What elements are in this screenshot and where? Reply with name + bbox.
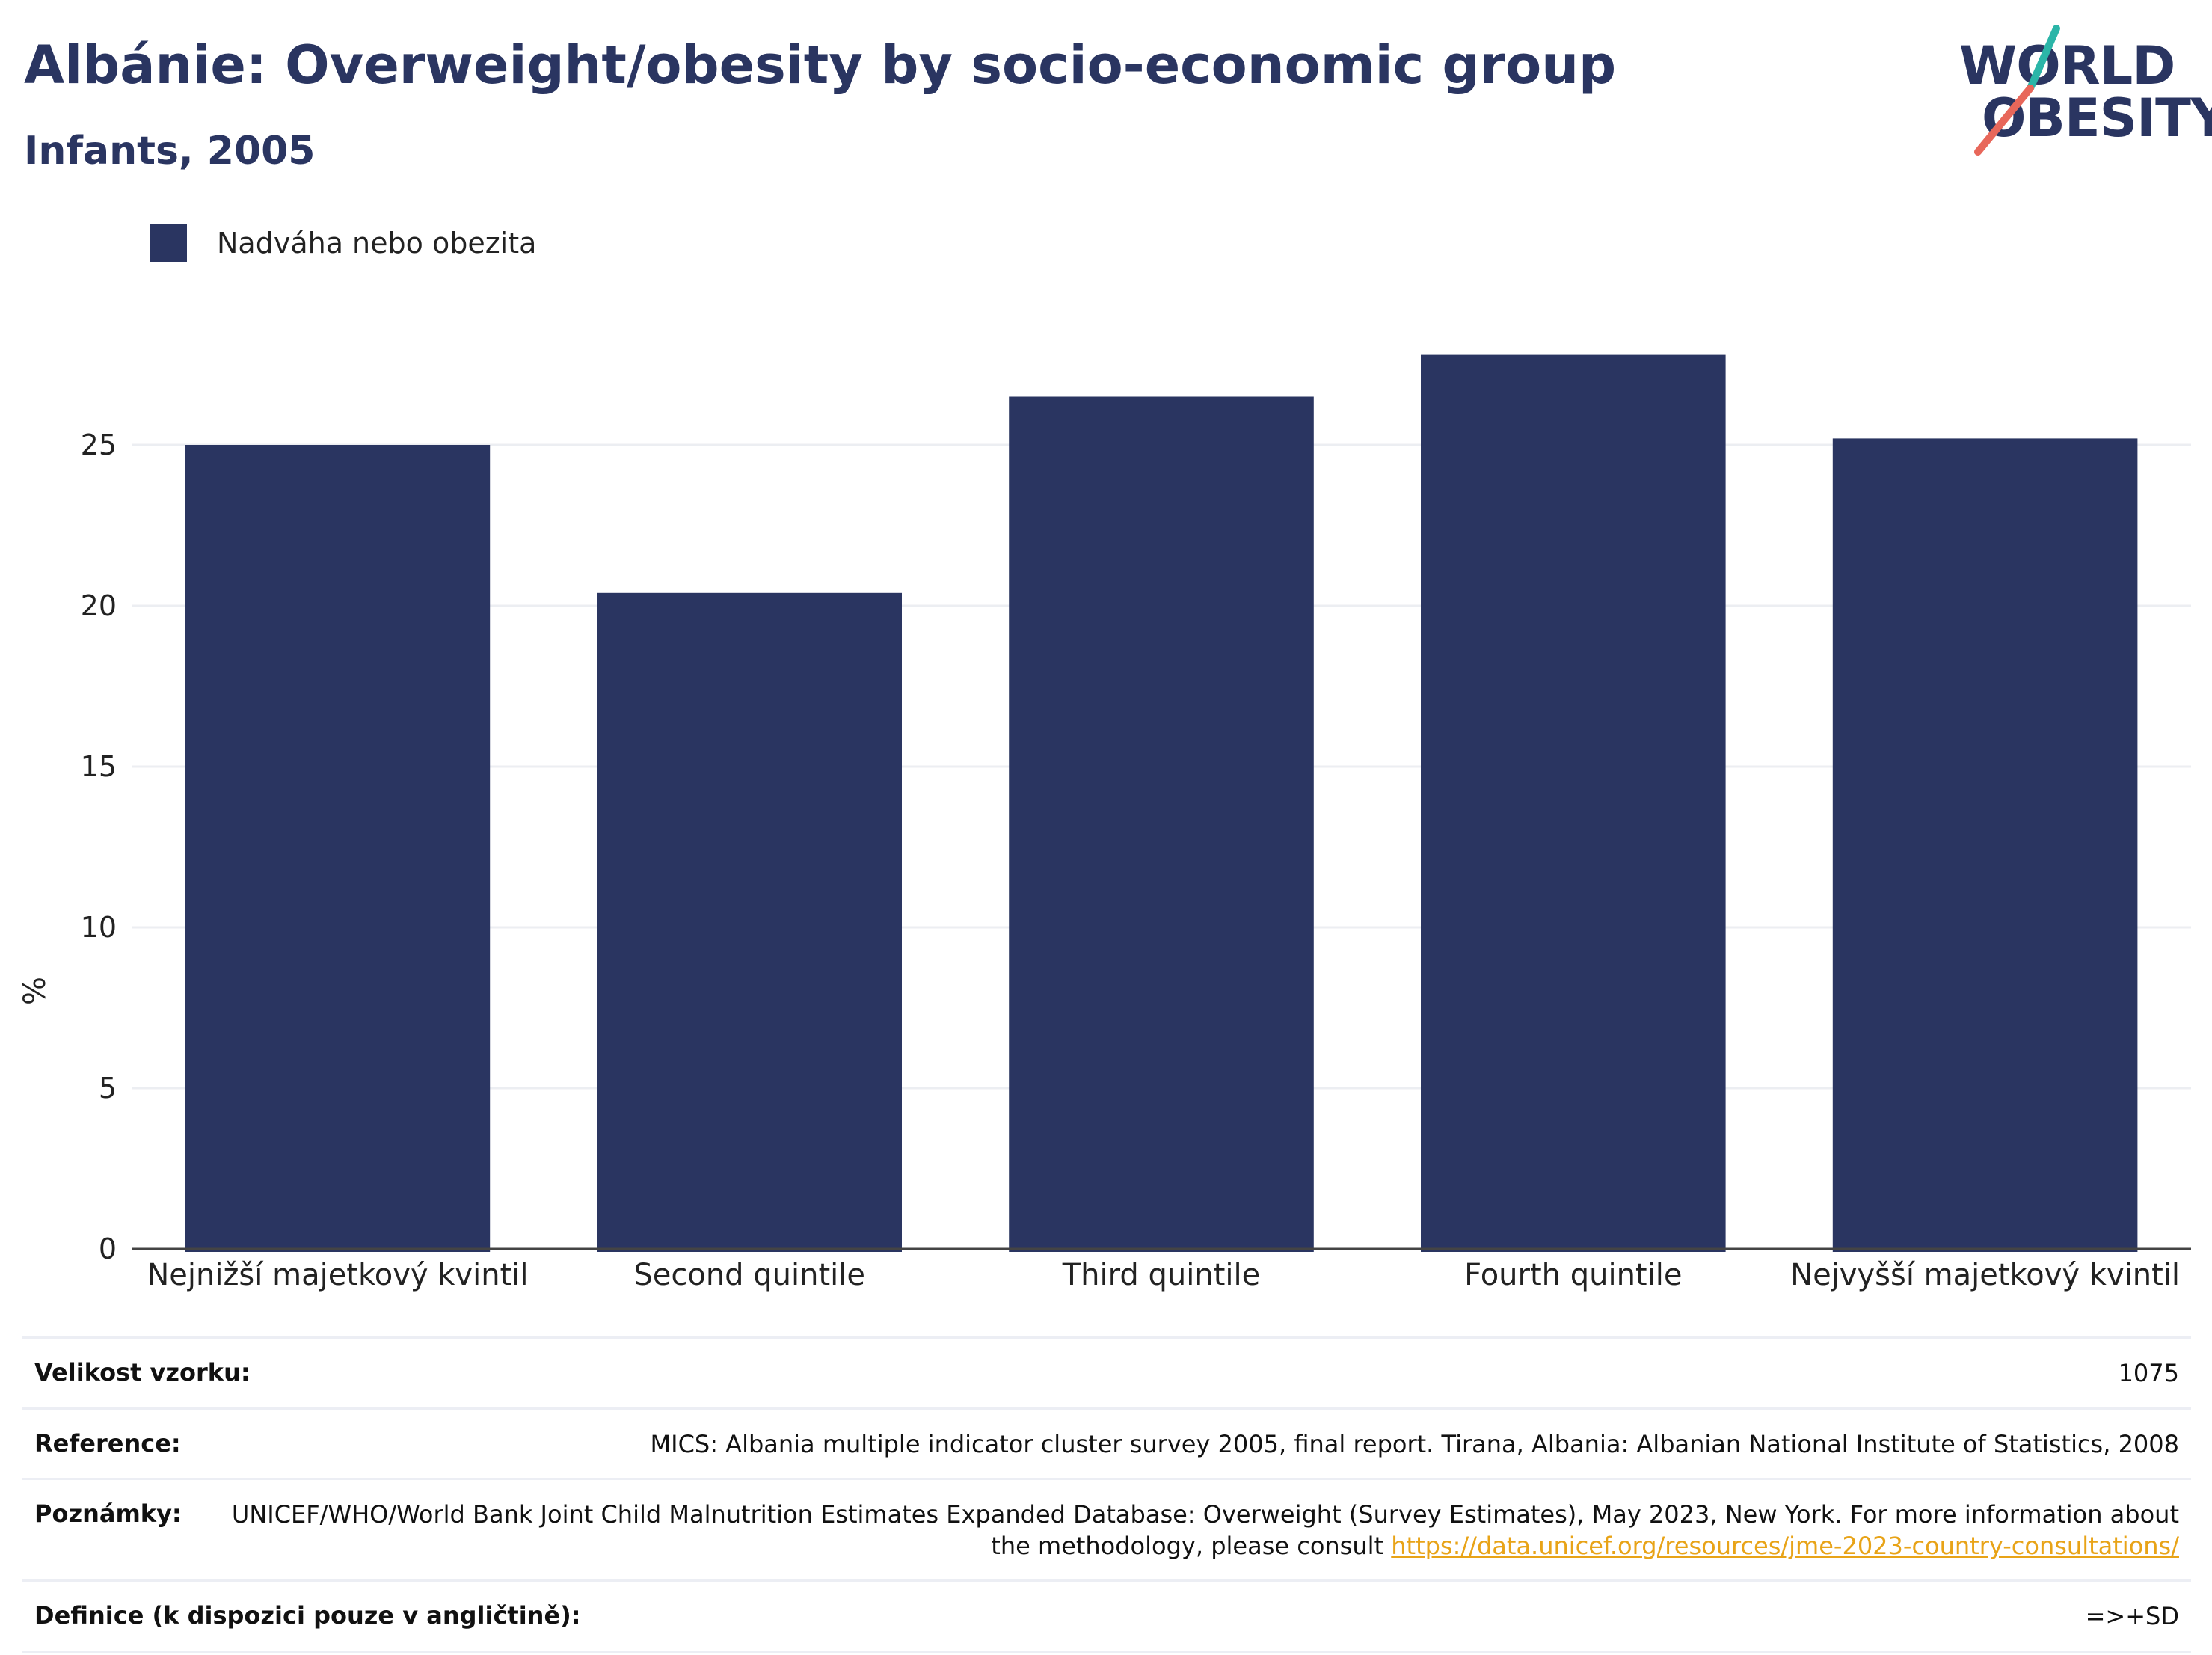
sample-size-row: Velikost vzorku: 1075	[22, 1339, 2191, 1410]
notes-label: Poznámky:	[34, 1499, 182, 1529]
sample-size-value: 1075	[2118, 1359, 2179, 1387]
chart-title: Albánie: Overweight/obesity by socio-eco…	[24, 34, 1617, 96]
bar	[597, 592, 902, 1252]
bar	[1009, 396, 1314, 1252]
legend-label: Nadváha nebo obezita	[217, 227, 537, 260]
logo-slash-icon	[1974, 25, 2060, 156]
x-tick-label: Nejvyšší majetkový kvintil	[1790, 1258, 2180, 1292]
logo-word-world: WORLD	[1959, 35, 2175, 96]
notes-value: UNICEF/WHO/World Bank Joint Child Malnut…	[227, 1499, 2179, 1562]
chart-subtitle: Infants, 2005	[24, 129, 316, 174]
definition-value: =>+SD	[2085, 1602, 2179, 1631]
legend-swatch	[150, 224, 187, 262]
y-tick-label: 25	[81, 429, 117, 461]
notes-row: Poznámky: UNICEF/WHO/World Bank Joint Ch…	[22, 1480, 2191, 1582]
bar-chart: 0 5 10 15 20 25% Nejnižší majetkový kvintil Sec…	[18, 354, 2191, 1292]
bar	[1421, 354, 1726, 1253]
y-axis-title: %	[18, 977, 52, 1005]
reference-value: MICS: Albania multiple indicator cluster…	[650, 1429, 2179, 1458]
y-tick-label: 5	[99, 1072, 117, 1105]
notes-text: UNICEF/WHO/World Bank Joint Child Malnut…	[231, 1500, 2179, 1560]
bar	[1832, 438, 2138, 1252]
world-obesity-logo: WORLD OBESITY	[1952, 21, 2212, 163]
y-tick-label: 0	[99, 1232, 117, 1265]
y-tick-label: 20	[81, 589, 117, 622]
reference-row: Reference: MICS: Albania multiple indica…	[22, 1410, 2191, 1481]
sample-size-label: Velikost vzorku:	[34, 1358, 251, 1387]
definition-row: Definice (k dispozici pouze v angličtině…	[22, 1582, 2191, 1653]
chart-legend: Nadváha nebo obezita	[150, 224, 536, 262]
definition-label: Definice (k dispozici pouze v angličtině…	[34, 1601, 581, 1630]
x-tick-label: Nejnižší majetkový kvintil	[147, 1258, 528, 1292]
y-tick-label: 15	[81, 750, 117, 783]
bar	[185, 445, 491, 1252]
metadata-table: Velikost vzorku: 1075 Reference: MICS: A…	[22, 1336, 2191, 1653]
reference-label: Reference:	[34, 1428, 181, 1458]
x-tick-label: Third quintile	[1062, 1258, 1260, 1292]
methodology-link[interactable]: https://data.unicef.org/resources/jme-20…	[1391, 1531, 2179, 1560]
x-tick-label: Second quintile	[633, 1258, 865, 1292]
x-tick-label: Fourth quintile	[1464, 1258, 1682, 1292]
y-tick-label: 10	[81, 911, 117, 944]
